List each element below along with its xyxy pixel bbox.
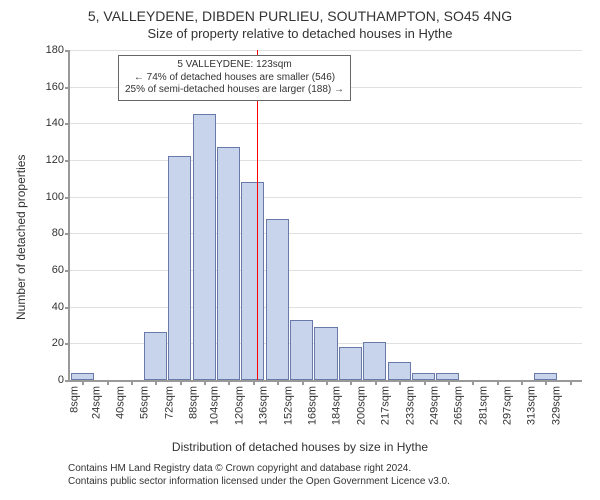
annotation-line-2: ← 74% of detached houses are smaller (54…: [125, 72, 344, 85]
x-tick-label: 281sqm: [477, 386, 489, 425]
x-tick-label: 184sqm: [331, 386, 343, 425]
histogram-bar: [314, 327, 337, 380]
x-tick-mark: [302, 380, 304, 385]
x-tick-mark: [326, 380, 328, 385]
footer-line-1: Contains HM Land Registry data © Crown c…: [68, 462, 450, 475]
x-axis-label: Distribution of detached houses by size …: [0, 440, 600, 454]
x-tick-mark: [497, 380, 499, 385]
x-tick-label: 265sqm: [453, 386, 465, 425]
x-tick-mark: [277, 380, 279, 385]
histogram-bar: [266, 219, 289, 380]
y-tick-label: 100: [46, 191, 70, 203]
x-tick-mark: [448, 380, 450, 385]
x-tick-label: 168sqm: [306, 386, 318, 425]
annotation-box: 5 VALLEYDENE: 123sqm← 74% of detached ho…: [118, 55, 351, 101]
y-tick-label: 0: [58, 374, 70, 386]
histogram-bar: [363, 342, 386, 381]
y-axis-label: Number of detached properties: [14, 155, 28, 320]
x-tick-mark: [472, 380, 474, 385]
x-tick-mark: [253, 380, 255, 385]
x-tick-mark: [228, 380, 230, 385]
x-tick-mark: [131, 380, 133, 385]
x-tick-label: 217sqm: [380, 386, 392, 425]
y-gridline: [70, 197, 582, 198]
annotation-line-1: 5 VALLEYDENE: 123sqm: [125, 59, 344, 72]
x-tick-label: 329sqm: [550, 386, 562, 425]
y-gridline: [70, 270, 582, 271]
x-tick-mark: [350, 380, 352, 385]
x-tick-label: 200sqm: [355, 386, 367, 425]
y-tick-label: 160: [46, 81, 70, 93]
chart-title-sub: Size of property relative to detached ho…: [0, 26, 600, 41]
y-tick-label: 120: [46, 154, 70, 166]
chart-container: 5, VALLEYDENE, DIBDEN PURLIEU, SOUTHAMPT…: [0, 0, 600, 500]
x-tick-label: 88sqm: [188, 386, 200, 419]
x-tick-mark: [107, 380, 109, 385]
x-tick-mark: [155, 380, 157, 385]
y-gridline: [70, 233, 582, 234]
histogram-bar: [339, 347, 362, 380]
x-tick-mark: [424, 380, 426, 385]
x-tick-label: 136sqm: [258, 386, 270, 425]
y-tick-label: 40: [52, 301, 70, 313]
y-tick-label: 80: [52, 227, 70, 239]
x-tick-mark: [521, 380, 523, 385]
x-tick-mark: [82, 380, 84, 385]
histogram-bar: [290, 320, 313, 381]
histogram-bar: [193, 114, 216, 380]
histogram-bar: [388, 362, 411, 380]
footer-line-2: Contains public sector information licen…: [68, 475, 450, 488]
histogram-bar: [241, 182, 264, 380]
x-tick-mark: [180, 380, 182, 385]
x-tick-label: 152sqm: [282, 386, 294, 425]
x-tick-label: 249sqm: [428, 386, 440, 425]
histogram-bar: [412, 373, 435, 380]
y-gridline: [70, 50, 582, 51]
x-tick-mark: [570, 380, 572, 385]
x-tick-mark: [545, 380, 547, 385]
histogram-bar: [436, 373, 459, 380]
histogram-bar: [217, 147, 240, 380]
y-tick-label: 140: [46, 117, 70, 129]
footer-text: Contains HM Land Registry data © Crown c…: [68, 462, 450, 488]
x-tick-label: 104sqm: [209, 386, 221, 425]
x-tick-label: 24sqm: [90, 386, 102, 419]
y-gridline: [70, 160, 582, 161]
x-tick-label: 297sqm: [501, 386, 513, 425]
x-tick-label: 233sqm: [404, 386, 416, 425]
x-tick-label: 72sqm: [163, 386, 175, 419]
histogram-bar: [168, 156, 191, 380]
x-tick-label: 40sqm: [114, 386, 126, 419]
x-tick-label: 313sqm: [526, 386, 538, 425]
y-gridline: [70, 307, 582, 308]
histogram-bar: [144, 332, 167, 380]
x-tick-label: 56sqm: [139, 386, 151, 419]
histogram-bar: [71, 373, 94, 380]
x-tick-mark: [375, 380, 377, 385]
y-gridline: [70, 123, 582, 124]
x-tick-label: 8sqm: [69, 386, 81, 413]
y-tick-label: 180: [46, 44, 70, 56]
x-tick-mark: [399, 380, 401, 385]
x-tick-label: 120sqm: [233, 386, 245, 425]
histogram-bar: [534, 373, 557, 380]
chart-title-main: 5, VALLEYDENE, DIBDEN PURLIEU, SOUTHAMPT…: [0, 8, 600, 24]
x-tick-mark: [204, 380, 206, 385]
y-tick-label: 60: [52, 264, 70, 276]
annotation-line-3: 25% of semi-detached houses are larger (…: [125, 84, 344, 97]
y-tick-label: 20: [52, 337, 70, 349]
